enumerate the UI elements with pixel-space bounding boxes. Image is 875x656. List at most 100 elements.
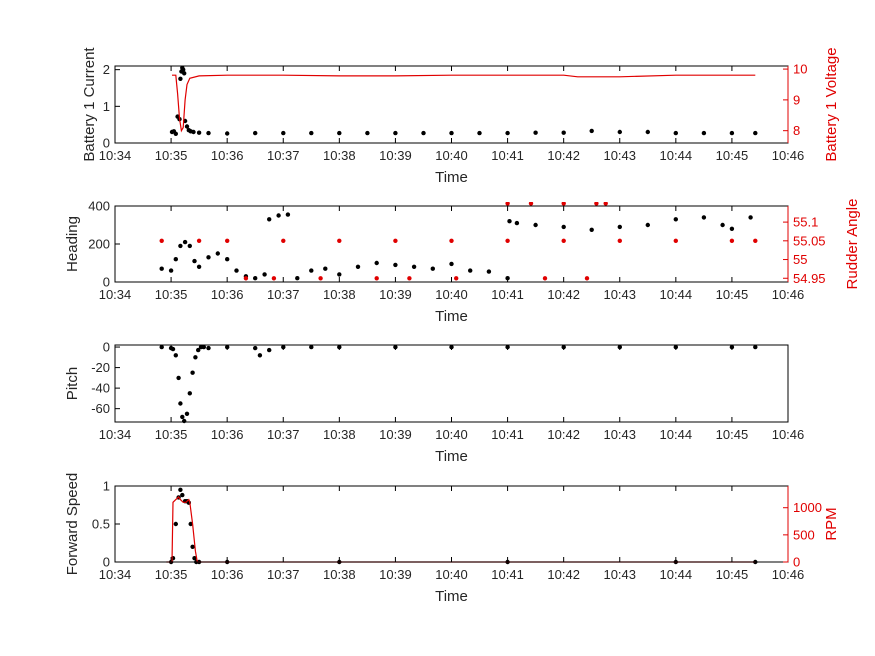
data-point — [505, 238, 510, 243]
x-tick-label: 10:44 — [660, 567, 693, 582]
data-point — [505, 130, 510, 136]
x-tick-label: 10:45 — [716, 567, 749, 582]
data-point — [182, 418, 187, 424]
data-point — [309, 344, 314, 350]
data-point — [295, 276, 300, 281]
data-point — [187, 243, 192, 249]
data-point — [281, 238, 286, 243]
data-point — [454, 276, 459, 281]
x-tick-label: 10:40 — [435, 567, 468, 582]
data-point — [411, 264, 417, 269]
data-point — [374, 260, 379, 266]
data-point — [196, 264, 202, 269]
data-point — [337, 130, 342, 136]
data-point — [542, 276, 548, 281]
y-axis-label-left: Pitch — [64, 367, 81, 400]
y-tick-label-right: 8 — [793, 123, 800, 138]
x-tick-label: 10:37 — [267, 287, 300, 302]
data-point — [271, 276, 277, 281]
data-point — [449, 238, 454, 243]
data-point — [196, 130, 202, 135]
data-point — [180, 414, 185, 420]
x-tick-label: 10:46 — [772, 287, 805, 302]
x-tick-label: 10:35 — [155, 287, 188, 302]
x-tick-label: 10:35 — [155, 427, 188, 442]
data-point — [729, 238, 735, 243]
data-point — [617, 129, 622, 135]
data-point — [449, 130, 454, 136]
y-tick-label-right: 55.05 — [793, 233, 826, 248]
x-tick-label: 10:37 — [267, 427, 300, 442]
y-axis-label-left: Heading — [64, 216, 81, 272]
data-point — [190, 544, 195, 549]
axes-frame — [114, 485, 789, 563]
data-point — [206, 345, 211, 351]
data-point — [168, 268, 174, 273]
x-tick-label: 10:38 — [323, 148, 356, 163]
data-point — [468, 268, 473, 273]
data-point — [430, 266, 435, 271]
x-axis-label: Time — [435, 588, 468, 605]
axes-frame — [114, 344, 789, 423]
data-point — [486, 269, 492, 274]
x-tick-label: 10:41 — [491, 287, 524, 302]
data-point — [584, 276, 590, 281]
x-tick-label: 10:37 — [267, 567, 300, 582]
data-point — [190, 370, 195, 375]
x-tick-label: 10:46 — [772, 567, 805, 582]
y-tick-label-left: 1 — [103, 99, 110, 114]
x-tick-label: 10:43 — [603, 287, 636, 302]
x-tick-label: 10:37 — [267, 148, 300, 163]
x-tick-label: 10:42 — [547, 427, 580, 442]
data-point — [181, 67, 186, 72]
x-tick-label: 10:40 — [435, 427, 468, 442]
data-point — [173, 257, 178, 262]
data-point — [188, 521, 193, 527]
chart-panel-battery: 10:34 10:35 10:36 10:37 10:38 10:39 10:40 10:41… — [81, 47, 840, 186]
data-point — [393, 238, 398, 243]
x-tick-label: 10:34 — [99, 427, 132, 442]
y-tick-label-left: 0 — [103, 275, 110, 290]
x-tick-label: 10:46 — [772, 427, 805, 442]
x-tick-label: 10:45 — [716, 287, 749, 302]
chart-panel-heading: 10:34 10:35 10:36 10:37 10:38 10:39 10:40 10:41… — [64, 199, 861, 326]
x-tick-label: 10:41 — [491, 427, 524, 442]
y-tick-label-left: 0.5 — [92, 517, 110, 532]
y-tick-label-left: 200 — [88, 237, 110, 252]
data-point — [182, 239, 188, 245]
y-tick-label-right: 0 — [793, 555, 800, 570]
y-tick-label-right: 55 — [793, 252, 807, 267]
data-point — [159, 238, 164, 243]
data-point — [206, 255, 211, 260]
data-point — [276, 213, 281, 218]
data-point — [645, 222, 650, 228]
x-tick-label: 10:45 — [716, 148, 749, 163]
y-axis-label-right: Rudder Angle — [844, 199, 861, 290]
data-point — [173, 131, 178, 136]
series-line — [166, 495, 756, 563]
data-point — [337, 238, 342, 243]
data-point — [393, 130, 398, 136]
data-point — [178, 401, 183, 406]
data-point — [182, 71, 187, 76]
x-tick-label: 10:42 — [547, 287, 580, 302]
y-tick-label-right: 9 — [793, 92, 800, 107]
data-point — [318, 276, 323, 281]
y-tick-label-left: 0 — [103, 555, 110, 570]
x-tick-label: 10:41 — [491, 148, 524, 163]
data-point — [603, 202, 608, 206]
data-point — [170, 346, 176, 352]
data-point — [561, 202, 566, 206]
x-tick-label: 10:43 — [603, 427, 636, 442]
data-point — [253, 130, 258, 136]
x-tick-label: 10:45 — [716, 427, 749, 442]
y-tick-label-left: 2 — [103, 62, 110, 77]
data-point — [234, 268, 239, 273]
x-tick-label: 10:39 — [379, 287, 412, 302]
data-point — [173, 521, 178, 527]
x-tick-label: 10:34 — [99, 287, 132, 302]
data-point — [262, 272, 267, 277]
data-point — [505, 202, 510, 206]
data-point — [225, 131, 230, 136]
series-speed-right — [166, 495, 756, 563]
